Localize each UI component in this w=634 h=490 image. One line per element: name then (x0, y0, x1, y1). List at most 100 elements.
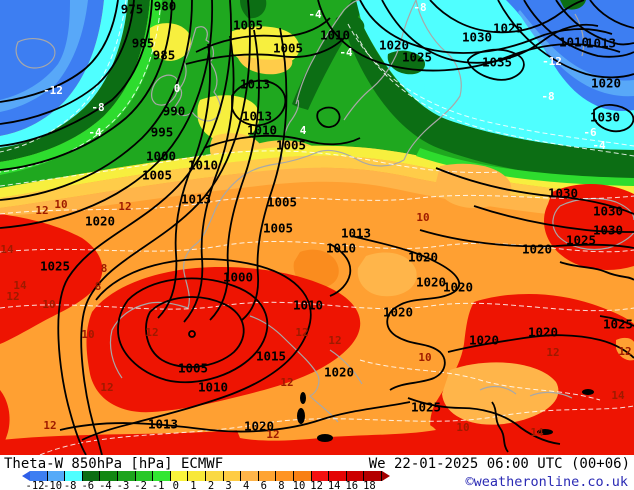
colorbar-tick-label: 12 (310, 480, 323, 490)
isobar-label: 1030 (548, 186, 578, 201)
colorbar-tick-label: -12 (25, 480, 45, 490)
isobar-label: 1000 (223, 270, 253, 285)
colorbar-tick-label: 14 (327, 480, 341, 490)
isobar-label: 990 (163, 104, 186, 119)
colorbar-tick-label: 18 (363, 480, 376, 490)
isobar-label: 995 (151, 125, 174, 140)
theta-label: 0 (174, 82, 181, 95)
colorbar-left-arrow (22, 471, 30, 481)
isobar-label: 1013 (181, 192, 211, 207)
colorbar-segment (364, 471, 382, 481)
legend-title-row: Theta-W 850hPa [hPa] ECMWF We 22-01-2025… (0, 456, 634, 472)
isobar-label: 1030 (462, 30, 492, 45)
isobar-label: 1025 (402, 50, 432, 65)
isobar-value-labels: 975 9809859859909951000100510051005101310… (40, 0, 633, 434)
theta-label: 14 (611, 389, 625, 402)
theta-label: 12 (118, 200, 131, 213)
weather-map-canvas: -12-8-40-4-44-8-12-8-6-412 10 121414128810… (0, 0, 634, 455)
colorbar-labels: -12 -10 -8 -6 -4 -3 -2 -1 0 1 2 3 4 6 8 10 12 14 16 18 (26, 480, 390, 490)
theta-label: -8 (91, 101, 104, 114)
theta-label: 14 (530, 426, 544, 439)
theta-label: 12 (280, 376, 293, 389)
isobar-label: 1035 (482, 55, 512, 70)
legend-bar: Theta-W 850hPa [hPa] ECMWF We 22-01-2025… (0, 455, 634, 490)
isobar-label: 1010 (559, 35, 589, 50)
isobar-label: 1020 (528, 325, 558, 340)
colorbar-segment (100, 471, 118, 481)
isobar-label: 1010 (326, 241, 356, 256)
isobar-contours (0, 0, 634, 455)
theta-label: 12 (618, 345, 631, 358)
isobar-label: 1005 (263, 221, 293, 236)
low-center-marker (188, 330, 196, 338)
theta-contours (0, 0, 634, 455)
isobar-label: 1005 (142, 168, 172, 183)
isobar-label: 1025 (40, 259, 70, 274)
colorbar-tick-label: -2 (134, 480, 147, 490)
theta-label: 12 (35, 204, 48, 217)
theta-label: -6 (583, 126, 597, 139)
theta-label: -8 (413, 1, 426, 14)
isobar-label: 1030 (593, 204, 623, 219)
isobar-label: 1000 (146, 149, 176, 164)
theta-label: 12 (43, 419, 56, 432)
isobar-label: 1013 (240, 77, 270, 92)
theta-label: -4 (88, 126, 102, 139)
isobar-label: 1025 (566, 233, 596, 248)
colorbar-tick-label: -8 (63, 480, 77, 490)
isobar-label: 1020 (416, 275, 446, 290)
colorbar-tick-label: 6 (260, 480, 267, 490)
isobar-label: 1005 (276, 138, 306, 153)
isobar-label: 1020 (408, 250, 438, 265)
isobar-label: 1025 (493, 21, 523, 36)
colorbar-segment (276, 471, 294, 481)
isobar-label: 1020 (522, 242, 552, 257)
copyright-link[interactable]: ©weatheronline.co.uk (465, 474, 628, 490)
colorbar-tick-label: 10 (292, 480, 306, 490)
isobar-label: 985 (132, 36, 155, 51)
colorbar-tick-label: -1 (151, 480, 165, 490)
colorbar-tick-label: 1 (190, 480, 197, 490)
colorbar-segment (311, 471, 330, 481)
isobar-label: 1030 (590, 110, 620, 125)
colorbar-segment (223, 471, 242, 481)
theta-label: -4 (339, 46, 353, 59)
isobar-label: 1020 (383, 305, 413, 320)
isobar-label: 1020 (324, 365, 354, 380)
colorbar-tick-label: -6 (81, 480, 95, 490)
colorbar-tick-label: -10 (43, 480, 63, 490)
isobar-label: 1030 (593, 223, 623, 238)
isobar-label: 985 (153, 48, 176, 63)
theta-label: 10 (456, 421, 469, 434)
theta-label: 12 (6, 290, 19, 303)
map-datetime: We 22-01-2025 06:00 UTC (00+06) (368, 456, 630, 472)
isobar-label: 1005 (178, 361, 208, 376)
island-marks (297, 389, 594, 442)
theta-label: -8 (541, 90, 554, 103)
colorbar-tick-label: 2 (207, 480, 215, 490)
colorbar-segment (170, 471, 189, 481)
colorbar-segment (241, 471, 259, 481)
theta-label: -12 (542, 55, 562, 68)
theta-color-field (0, 0, 634, 455)
theta-label: 4 (300, 124, 307, 137)
colorbar-tick-label: 3 (225, 480, 232, 490)
colorbar-tick-label: 4 (243, 480, 250, 490)
isobar-label: 980 (154, 0, 177, 14)
isobar-label: 1005 (233, 18, 263, 33)
theta-label: 12 (266, 428, 279, 441)
isobar-label: 1005 (267, 195, 297, 210)
colorbar-tick-label: -4 (99, 480, 112, 490)
colorbar-segment (329, 471, 347, 481)
colorbar-segment (65, 471, 83, 481)
isobar-label: 1015 (256, 349, 286, 364)
isobar-label: 1010 (198, 380, 228, 395)
isobar-label: 1020 (85, 214, 115, 229)
theta-label: 12 (328, 334, 341, 347)
colorbar-segment (135, 471, 154, 481)
colorbar-tick-label: 0 (172, 480, 179, 490)
colorbar-segment (82, 471, 101, 481)
theta-label: 10 (81, 328, 94, 341)
theta-label: 8 (95, 280, 102, 293)
isobar-label: 1020 (443, 280, 473, 295)
